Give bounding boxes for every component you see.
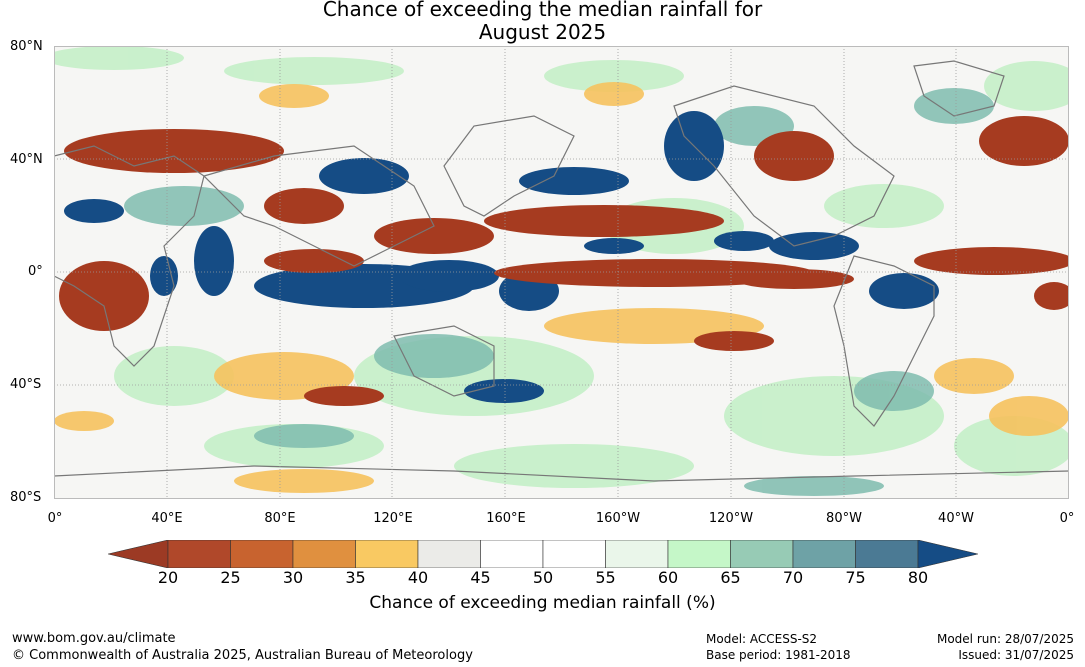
model-run-date: Model run: 28/07/2025	[936, 632, 1074, 646]
colorbar-tick-55: 55	[595, 568, 616, 587]
lat-label-40n: 40°N	[10, 152, 43, 167]
colorbar-tick-30: 30	[282, 568, 304, 587]
colorbar-swatch-20-25	[167, 539, 231, 569]
lon-label-120e: 120°E	[373, 511, 413, 526]
map-svg	[54, 46, 1069, 499]
colorbar-swatch-55-60	[605, 539, 669, 569]
footer-model-info: Model: ACCESS-S2 Base period: 1981-2018	[706, 631, 851, 663]
graticule	[54, 46, 1069, 499]
colorbar-tick-75: 75	[845, 568, 866, 587]
colorbar-swatch-75-80	[855, 539, 919, 569]
lat-label-equator: 0°	[28, 264, 43, 279]
colorbar-tick-35: 35	[345, 568, 366, 587]
lon-label-80w: 80°W	[826, 511, 862, 526]
lat-label-40s: 40°S	[10, 377, 42, 392]
colorbar-swatch-50-55	[542, 539, 606, 569]
lon-label-40w: 40°W	[938, 511, 974, 526]
colorbar-swatch-40-45	[417, 539, 481, 569]
lon-label-160w: 160°W	[595, 511, 641, 526]
lat-label-80n: 80°N	[10, 39, 43, 54]
source-url[interactable]: www.bom.gov.au/climate	[12, 631, 176, 646]
colorbar-swatch-60-65	[667, 539, 731, 569]
footer-dates: Model run: 28/07/2025 Issued: 31/07/2025	[937, 631, 1074, 663]
base-period: Base period: 1981-2018	[706, 648, 851, 662]
colorbar-tick-20: 20	[157, 568, 179, 587]
lon-label-80e: 80°E	[264, 511, 296, 526]
lon-label-160e: 160°E	[486, 511, 526, 526]
colorbar-swatch-65-70	[730, 539, 794, 569]
colorbar-tick-60: 60	[657, 568, 679, 587]
title-line-2: August 2025	[478, 20, 607, 44]
map-frame	[54, 46, 1069, 499]
colorbar-swatch-70-75	[792, 539, 856, 569]
footer-left: www.bom.gov.au/climate © Commonwealth of…	[12, 630, 473, 664]
colorbar-swatch-35-40	[355, 539, 419, 569]
coastlines	[54, 60, 1069, 482]
title-line-1: Chance of exceeding the median rainfall …	[322, 0, 763, 21]
chart-title: Chance of exceeding the median rainfall …	[0, 0, 1085, 44]
colorbar	[107, 539, 979, 569]
lon-label-120w: 120°W	[708, 511, 754, 526]
colorbar-swatch-25-30	[230, 539, 294, 569]
copyright-text: © Commonwealth of Australia 2025, Austra…	[12, 648, 473, 663]
colorbar-low-extend	[107, 539, 169, 569]
colorbar-label: Chance of exceeding median rainfall (%)	[369, 593, 716, 613]
colorbar-swatch-45-50	[480, 539, 544, 569]
colorbar-tick-80: 80	[907, 568, 929, 587]
colorbar-tick-70: 70	[782, 568, 804, 587]
rainfall-probability-map	[54, 46, 1069, 499]
lon-label-0-end: 0°	[1059, 511, 1075, 526]
wet-tendency-medium-regions	[124, 88, 994, 496]
issued-date: Issued: 31/07/2025	[958, 648, 1074, 662]
wet-tendency-strong-regions	[64, 111, 939, 403]
lon-label-40e: 40°E	[151, 511, 183, 526]
colorbar-swatch-30-35	[292, 539, 356, 569]
colorbar-tick-40: 40	[407, 568, 429, 587]
colorbar-tick-50: 50	[532, 568, 554, 587]
lon-label-0: 0°	[47, 511, 63, 526]
colorbar-svg	[107, 539, 979, 569]
colorbar-tick-25: 25	[220, 568, 241, 587]
lat-label-80s: 80°S	[10, 490, 42, 505]
colorbar-high-extend	[917, 539, 979, 569]
dry-tendency-strong-regions	[59, 116, 1069, 406]
colorbar-tick-45: 45	[470, 568, 491, 587]
colorbar-tick-65: 65	[720, 568, 741, 587]
model-name: Model: ACCESS-S2	[706, 632, 818, 646]
